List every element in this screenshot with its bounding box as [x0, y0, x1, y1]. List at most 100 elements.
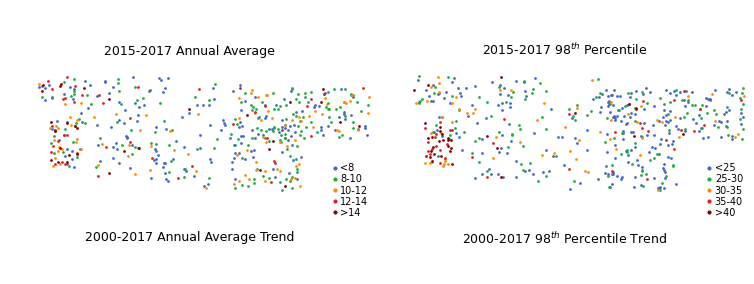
Point — [532, 179, 544, 183]
Point — [602, 185, 615, 189]
Point — [492, 146, 504, 150]
Point — [302, 114, 314, 118]
Point — [333, 115, 345, 120]
Point — [666, 141, 678, 146]
Point — [203, 103, 215, 107]
Point — [345, 92, 357, 97]
Point — [351, 100, 363, 104]
Point — [250, 160, 262, 164]
Point — [359, 124, 371, 129]
Point — [46, 96, 58, 100]
Point — [688, 117, 700, 121]
Point — [178, 175, 190, 179]
Point — [50, 124, 62, 128]
Point — [71, 118, 83, 122]
Point — [640, 86, 652, 91]
Point — [64, 115, 76, 119]
Point — [237, 133, 249, 138]
Point — [314, 100, 326, 105]
Point — [68, 86, 80, 91]
Point — [682, 97, 694, 102]
Point — [61, 121, 73, 126]
Point — [654, 186, 666, 190]
Point — [657, 102, 670, 106]
Point — [662, 111, 674, 116]
Point — [708, 122, 720, 127]
Point — [338, 99, 350, 104]
Point — [284, 124, 296, 128]
Point — [654, 185, 666, 189]
Point — [167, 156, 179, 161]
Point — [283, 170, 295, 175]
Point — [148, 158, 160, 162]
Point — [284, 153, 296, 158]
Point — [726, 133, 738, 138]
Point — [317, 87, 329, 91]
Point — [421, 140, 434, 145]
Point — [644, 158, 656, 163]
Point — [239, 91, 251, 96]
Point — [111, 147, 123, 151]
Point — [115, 102, 127, 106]
Point — [235, 108, 247, 113]
Point — [241, 148, 253, 153]
Point — [721, 90, 733, 94]
Point — [592, 76, 604, 81]
Point — [194, 146, 206, 151]
Point — [239, 98, 251, 103]
Point — [248, 180, 260, 185]
Point — [622, 153, 634, 158]
Point — [261, 135, 273, 140]
Point — [438, 161, 450, 166]
Point — [90, 94, 103, 98]
Point — [263, 176, 275, 181]
Point — [442, 74, 454, 79]
Point — [661, 174, 673, 178]
Point — [414, 99, 426, 103]
Point — [140, 113, 152, 118]
Point — [113, 89, 125, 93]
Point — [204, 123, 216, 128]
Point — [107, 85, 119, 89]
Point — [639, 106, 651, 111]
Point — [78, 78, 90, 83]
Point — [340, 101, 352, 105]
Point — [452, 135, 464, 140]
Point — [587, 97, 599, 101]
Point — [545, 107, 557, 112]
Point — [605, 118, 617, 123]
Point — [641, 101, 653, 105]
Point — [308, 105, 320, 109]
Point — [606, 163, 618, 167]
Point — [625, 111, 637, 116]
Point — [294, 133, 306, 138]
Point — [347, 126, 359, 131]
Point — [131, 113, 143, 118]
Point — [608, 155, 621, 160]
Point — [267, 129, 279, 133]
Point — [562, 107, 575, 112]
Point — [434, 129, 446, 133]
Point — [467, 110, 479, 115]
Point — [124, 116, 136, 121]
Point — [446, 101, 458, 105]
Point — [45, 141, 57, 146]
Point — [35, 88, 48, 93]
Point — [602, 172, 615, 176]
Point — [621, 149, 633, 153]
Point — [686, 103, 698, 107]
Point — [662, 120, 674, 124]
Point — [636, 165, 648, 170]
Point — [281, 137, 293, 142]
Point — [628, 133, 640, 138]
Point — [656, 181, 668, 185]
Point — [81, 106, 93, 110]
Point — [250, 168, 262, 172]
Point — [113, 118, 125, 122]
Point — [262, 139, 274, 144]
Point — [608, 87, 620, 92]
Point — [445, 137, 457, 142]
Point — [99, 79, 111, 84]
Point — [570, 156, 582, 161]
Point — [574, 180, 586, 185]
